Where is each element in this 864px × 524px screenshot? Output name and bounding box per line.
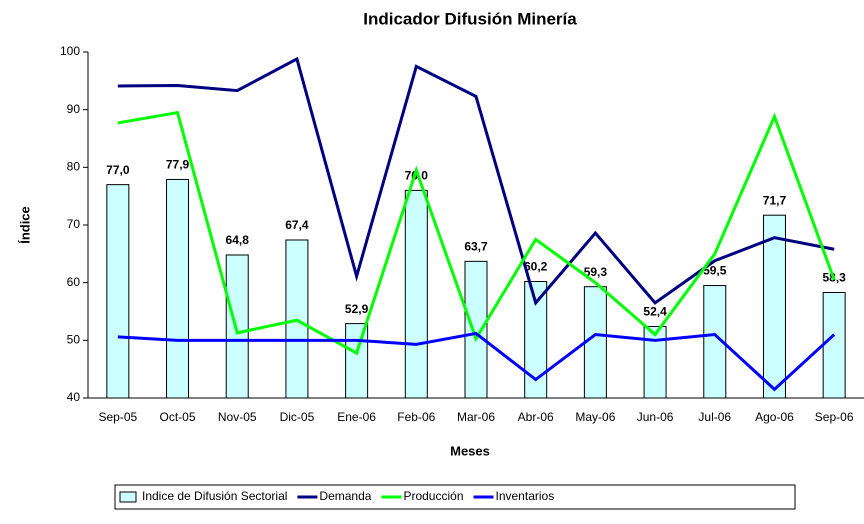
y-tick-label: 80 xyxy=(67,160,81,174)
x-tick-label: Mar-06 xyxy=(457,410,495,424)
x-tick-label: Abr-06 xyxy=(518,410,554,424)
legend-label: Demanda xyxy=(319,489,371,503)
chart-title: Indicador Difusión Minería xyxy=(363,9,577,28)
value-label: 52,4 xyxy=(643,305,667,319)
x-tick-label: Jun-06 xyxy=(637,410,674,424)
value-label: 77,0 xyxy=(106,163,130,177)
bar xyxy=(524,281,548,399)
x-tick-label: Ago-06 xyxy=(755,410,794,424)
x-tick-label: Ene-06 xyxy=(337,410,376,424)
line xyxy=(117,331,836,392)
value-label: 64,8 xyxy=(226,233,250,247)
bar xyxy=(106,184,130,399)
x-tick-label: Oct-05 xyxy=(160,410,196,424)
x-tick-label: Sep-05 xyxy=(98,410,137,424)
bar xyxy=(703,285,727,399)
bar xyxy=(345,323,369,399)
y-tick-label: 40 xyxy=(67,390,81,404)
value-label: 71,7 xyxy=(763,193,787,207)
legend xyxy=(114,484,796,510)
value-label: 76,0 xyxy=(405,169,429,183)
y-tick-label: 100 xyxy=(60,44,80,58)
y-axis-label: Índice xyxy=(17,206,32,244)
value-label: 63,7 xyxy=(464,240,488,254)
bar xyxy=(166,178,190,399)
value-label: 77,9 xyxy=(166,158,190,172)
legend-label: Indice de Difusión Sectorial xyxy=(142,489,287,503)
value-label: 52,9 xyxy=(345,302,369,316)
line xyxy=(117,110,836,356)
legend-swatch xyxy=(119,491,137,503)
bar xyxy=(643,325,667,399)
line xyxy=(117,56,835,306)
value-label: 67,4 xyxy=(285,218,309,232)
x-tick-label: Feb-06 xyxy=(397,410,435,424)
bar xyxy=(762,214,786,399)
bar xyxy=(464,260,488,399)
legend-label: Inventarios xyxy=(496,489,555,503)
x-tick-label: Jul-06 xyxy=(698,410,731,424)
x-tick-label: Sep-06 xyxy=(815,410,854,424)
value-label: 60,2 xyxy=(524,260,548,274)
y-tick-label: 50 xyxy=(67,333,81,347)
bar xyxy=(822,291,846,399)
value-label: 59,3 xyxy=(584,265,608,279)
bar xyxy=(404,189,428,399)
y-tick-label: 90 xyxy=(67,102,81,116)
y-tick-label: 60 xyxy=(67,275,81,289)
x-tick-label: Dic-05 xyxy=(280,410,315,424)
legend-label: Producción xyxy=(403,489,463,503)
y-tick-label: 70 xyxy=(67,217,81,231)
x-axis-label: Meses xyxy=(450,443,490,458)
x-tick-label: Nov-05 xyxy=(218,410,257,424)
value-label: 59,5 xyxy=(703,264,727,278)
bar xyxy=(225,254,249,399)
bar xyxy=(583,286,607,399)
x-tick-label: May-06 xyxy=(575,410,615,424)
